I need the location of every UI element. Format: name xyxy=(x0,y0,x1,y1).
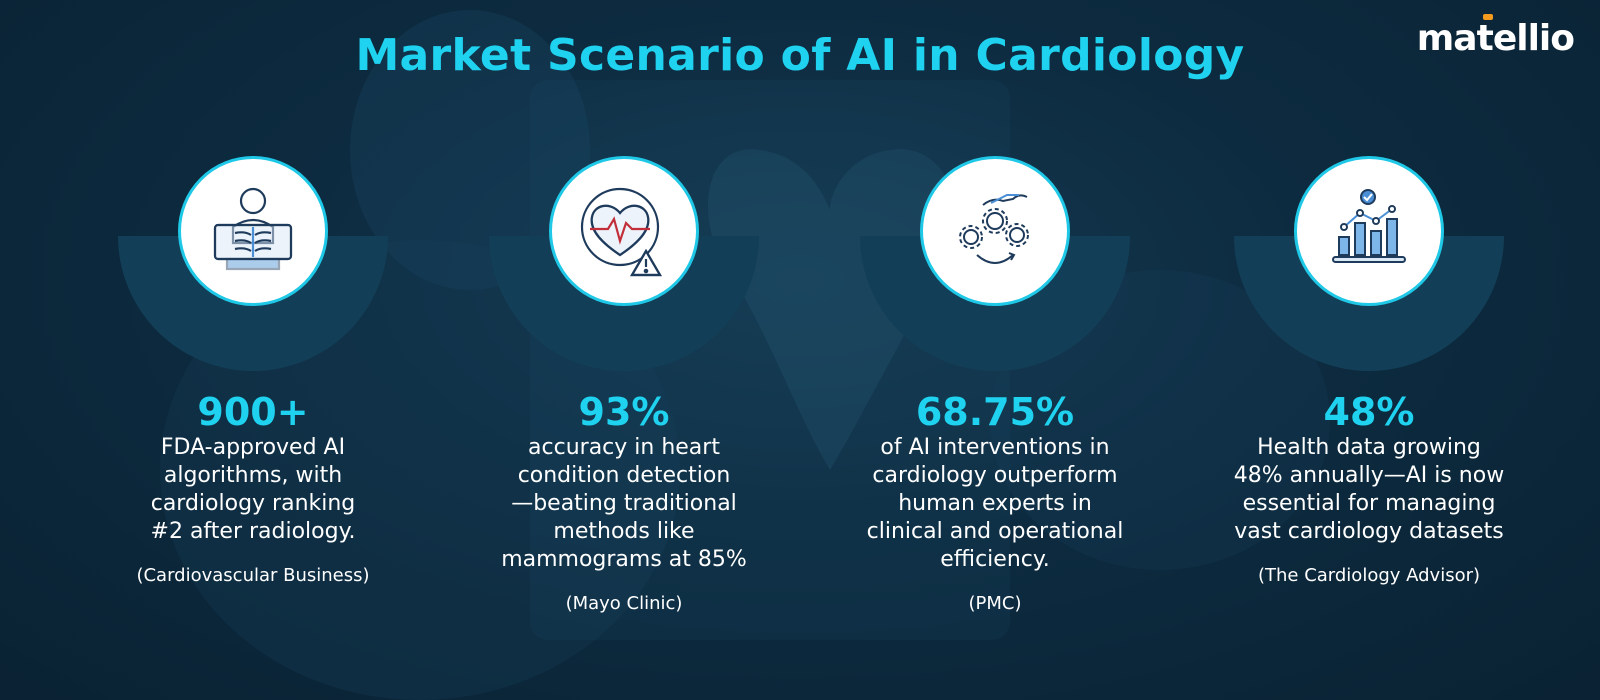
stat-description: accuracy in heart condition detection —b… xyxy=(479,434,769,618)
stat-source: (The Cardiology Advisor) xyxy=(1257,565,1481,586)
stat-card-fda-algorithms: 900+ FDA-approved AI algorithms, with ca… xyxy=(108,0,398,700)
hand-gears-icon xyxy=(959,194,1029,264)
desc-line: cardiology outperform xyxy=(872,463,1118,488)
stat-source: (Mayo Clinic) xyxy=(565,593,683,614)
page-title: Market Scenario of AI in Cardiology xyxy=(355,30,1245,81)
desc-line: accuracy in heart xyxy=(528,435,720,460)
icon-circle xyxy=(178,156,328,306)
stat-value: 900+ xyxy=(197,390,309,434)
desc-line: Health data growing xyxy=(1257,435,1481,460)
desc-line: of AI interventions in xyxy=(880,435,1110,460)
growth-chart-icon xyxy=(1332,189,1406,263)
stat-card-data-growth: 48% Health data growing 48% annually—AI … xyxy=(1224,0,1514,700)
desc-line: algorithms, with xyxy=(163,463,343,488)
stat-source: (Cardiovascular Business) xyxy=(136,565,370,586)
desc-line: #2 after radiology. xyxy=(150,519,356,544)
stat-card-accuracy: 93% accuracy in heart condition detectio… xyxy=(479,0,769,700)
icon-circle xyxy=(920,156,1070,306)
stat-description: Health data growing 48% annually—AI is n… xyxy=(1224,434,1514,590)
desc-line: 48% annually—AI is now xyxy=(1233,463,1505,488)
stat-value: 68.75% xyxy=(915,390,1075,434)
desc-line: essential for managing xyxy=(1242,491,1496,516)
stat-description: of AI interventions in cardiology outper… xyxy=(850,434,1140,618)
stat-description: FDA-approved AI algorithms, with cardiol… xyxy=(108,434,398,590)
desc-line: cardiology ranking xyxy=(150,491,356,516)
desc-line: mammograms at 85% xyxy=(501,547,747,572)
desc-line: efficiency. xyxy=(940,547,1050,572)
matellio-logo: matellio xyxy=(1416,18,1575,59)
logo-text-start: ma xyxy=(1416,18,1478,59)
desc-line: vast cardiology datasets xyxy=(1234,519,1504,544)
stat-value: 48% xyxy=(1323,390,1415,434)
stat-card-interventions: 68.75% of AI interventions in cardiology… xyxy=(850,0,1140,700)
logo-text-dot: t xyxy=(1476,18,1494,59)
icon-circle xyxy=(549,156,699,306)
desc-line: methods like xyxy=(553,519,695,544)
desc-line: condition detection xyxy=(517,463,731,488)
desc-line: clinical and operational xyxy=(866,519,1124,544)
desc-line: —beating traditional xyxy=(511,491,737,516)
stat-value: 93% xyxy=(578,390,670,434)
icon-circle xyxy=(1294,156,1444,306)
heart-alert-icon xyxy=(580,187,662,277)
desc-line: human experts in xyxy=(898,491,1092,516)
desc-line: FDA-approved AI xyxy=(160,435,346,460)
logo-text-end: ellio xyxy=(1492,18,1575,59)
stat-source: (PMC) xyxy=(968,593,1022,614)
xray-chest-icon xyxy=(213,187,293,271)
